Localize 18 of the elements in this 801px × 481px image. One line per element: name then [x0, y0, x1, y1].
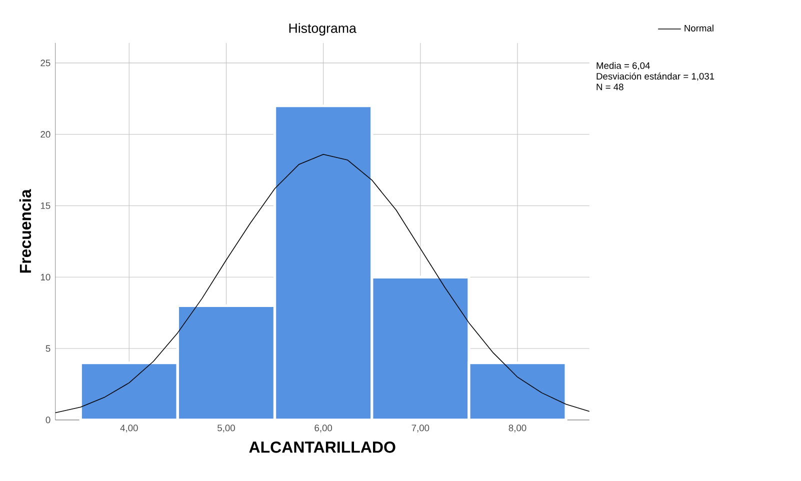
y-tick-label: 10	[40, 274, 50, 280]
text: Desviación estándar = 1,031	[596, 72, 714, 81]
x-tick-label: 5,00	[218, 424, 235, 432]
x-tick-label: 8,00	[508, 424, 526, 432]
text: N = 48	[596, 84, 624, 90]
x-tick-label: 4,00	[120, 424, 138, 432]
x-tick-label: 6,00	[314, 424, 332, 432]
text: Media = 6,04	[596, 62, 650, 70]
legend-label: Normal	[684, 24, 714, 32]
x-axis-title: ALCANTARILLADO	[249, 442, 396, 453]
y-tick-label: 15	[40, 202, 50, 209]
y-tick-label: 0	[46, 416, 50, 424]
y-tick-label: 20	[40, 131, 50, 138]
y-tick-label: 5	[46, 345, 50, 352]
y-axis-title: Frecuencia	[19, 189, 32, 273]
chart-title: Histograma	[289, 23, 356, 36]
x-tick-label: 7,00	[412, 424, 430, 432]
y-tick-label: 25	[40, 60, 50, 66]
